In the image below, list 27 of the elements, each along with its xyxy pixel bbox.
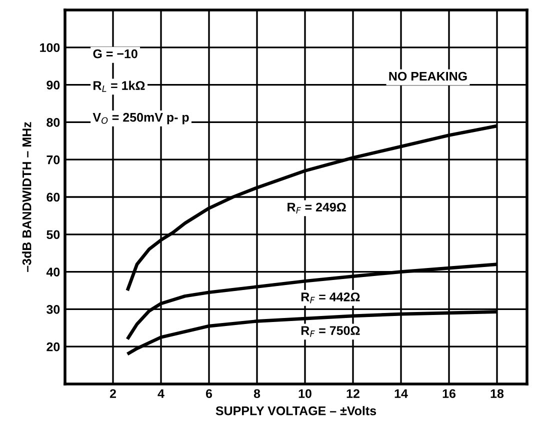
x-tick-label: 10 [298, 389, 312, 398]
x-tick-label: 4 [158, 389, 164, 398]
annotation: V$_{O}$ = 250mV p- p [92, 112, 189, 124]
x-tick-label: 18 [490, 389, 504, 398]
y-tick-label: 80 [46, 118, 60, 127]
annotation: R$_{F}$ = 750Ω [301, 326, 360, 337]
x-tick-label: 16 [442, 389, 456, 398]
y-axis-title: –3dB BANDWIDTH – MHz [22, 122, 32, 272]
y-tick-label: 100 [40, 43, 60, 52]
y-tick-label: 60 [46, 192, 60, 202]
x-axis-title: SUPPLY VOLTAGE – ±Volts [216, 406, 376, 416]
x-tick-label: 6 [206, 389, 212, 398]
y-tick-label: 90 [46, 80, 60, 90]
y-tick-label: 70 [46, 155, 60, 164]
annotation: R$_{F}$ = 442Ω [301, 292, 360, 304]
x-tick-label: 12 [346, 389, 360, 398]
y-tick-label: 40 [46, 268, 60, 276]
x-tick-label: 2 [110, 389, 116, 398]
x-tick-label: 14 [394, 389, 408, 398]
y-tick-label: 20 [46, 342, 60, 352]
annotation: G = −10 [93, 49, 138, 58]
y-tick-label: 50 [46, 230, 60, 240]
y-tick-label: 30 [46, 305, 60, 314]
annotation: R$_{F}$ = 249Ω [288, 202, 346, 214]
x-tick-label: 8 [254, 389, 260, 398]
annotation: NO PEAKING [389, 72, 467, 81]
annotation: R$_{L}$ = 1kΩ [94, 80, 145, 92]
